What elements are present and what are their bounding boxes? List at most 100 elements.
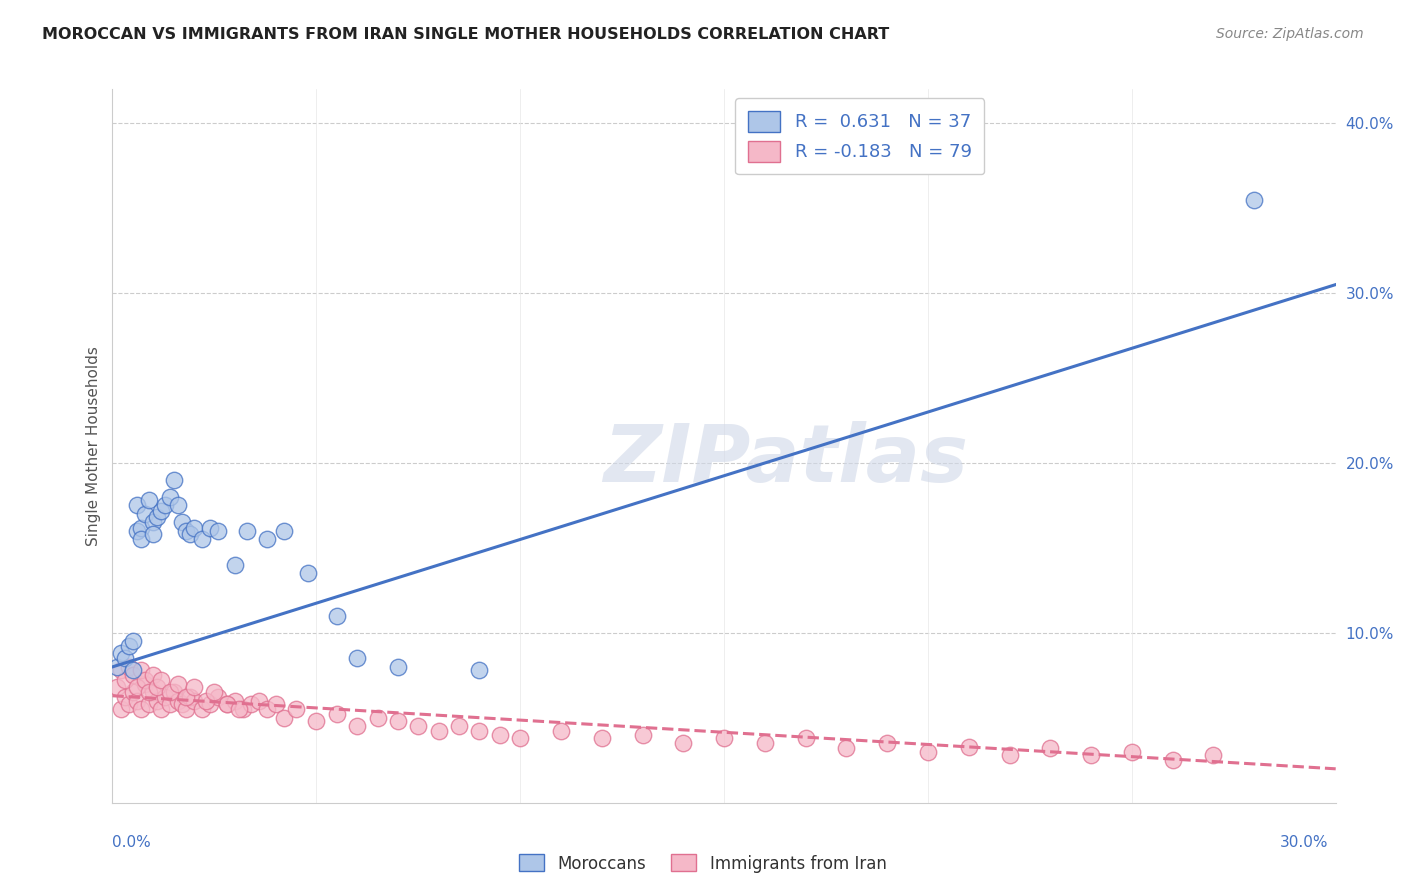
Point bbox=[754, 736, 776, 750]
Point bbox=[232, 702, 254, 716]
Point bbox=[179, 527, 201, 541]
Point bbox=[195, 694, 218, 708]
Point bbox=[163, 685, 186, 699]
Point bbox=[166, 499, 188, 513]
Point bbox=[1080, 748, 1102, 763]
Point bbox=[256, 702, 278, 716]
Point bbox=[150, 503, 173, 517]
Point bbox=[408, 719, 430, 733]
Text: MOROCCAN VS IMMIGRANTS FROM IRAN SINGLE MOTHER HOUSEHOLDS CORRELATION CHART: MOROCCAN VS IMMIGRANTS FROM IRAN SINGLE … bbox=[42, 27, 890, 42]
Point bbox=[631, 728, 654, 742]
Point bbox=[240, 698, 263, 712]
Point bbox=[346, 719, 368, 733]
Point bbox=[134, 677, 156, 691]
Point bbox=[468, 663, 491, 677]
Point bbox=[170, 698, 193, 712]
Point bbox=[284, 702, 308, 716]
Point bbox=[125, 694, 148, 708]
Point bbox=[1039, 741, 1062, 756]
Point bbox=[146, 510, 169, 524]
Point bbox=[191, 702, 214, 716]
Point bbox=[142, 668, 165, 682]
Point bbox=[114, 690, 136, 705]
Point bbox=[166, 694, 188, 708]
Point bbox=[1121, 745, 1143, 759]
Point bbox=[114, 651, 136, 665]
Point bbox=[200, 520, 222, 534]
Point bbox=[207, 690, 229, 705]
Point bbox=[142, 685, 165, 699]
Text: 0.0%: 0.0% bbox=[112, 836, 152, 850]
Point bbox=[346, 651, 368, 665]
Point bbox=[179, 690, 201, 705]
Point bbox=[183, 680, 205, 694]
Text: 30.0%: 30.0% bbox=[1281, 836, 1329, 850]
Point bbox=[138, 685, 160, 699]
Point bbox=[794, 731, 817, 746]
Point bbox=[305, 714, 328, 729]
Point bbox=[273, 524, 295, 538]
Point bbox=[591, 731, 613, 746]
Point bbox=[142, 516, 165, 530]
Point bbox=[125, 680, 148, 694]
Point bbox=[155, 690, 177, 705]
Text: Source: ZipAtlas.com: Source: ZipAtlas.com bbox=[1216, 27, 1364, 41]
Point bbox=[138, 493, 160, 508]
Point bbox=[957, 739, 980, 754]
Point bbox=[118, 660, 141, 674]
Point bbox=[134, 673, 156, 688]
Point bbox=[1243, 193, 1265, 207]
Point bbox=[150, 673, 173, 688]
Point bbox=[387, 660, 409, 674]
Point bbox=[998, 748, 1021, 763]
Point bbox=[174, 690, 197, 705]
Point bbox=[129, 520, 152, 534]
Point bbox=[163, 473, 186, 487]
Point bbox=[191, 533, 214, 547]
Point bbox=[142, 527, 165, 541]
Point bbox=[200, 698, 222, 712]
Point bbox=[159, 490, 181, 504]
Point bbox=[129, 663, 152, 677]
Point bbox=[125, 499, 148, 513]
Point bbox=[114, 673, 136, 688]
Point bbox=[122, 634, 145, 648]
Point bbox=[550, 724, 572, 739]
Point bbox=[326, 608, 349, 623]
Point bbox=[110, 663, 132, 677]
Point bbox=[118, 640, 141, 654]
Point bbox=[876, 736, 898, 750]
Point bbox=[713, 731, 735, 746]
Point bbox=[215, 698, 238, 712]
Point bbox=[326, 707, 349, 722]
Point bbox=[183, 694, 205, 708]
Point bbox=[207, 524, 229, 538]
Point bbox=[110, 702, 132, 716]
Legend: Moroccans, Immigrants from Iran: Moroccans, Immigrants from Iran bbox=[513, 847, 893, 880]
Point bbox=[835, 741, 858, 756]
Point bbox=[146, 694, 169, 708]
Point bbox=[166, 677, 188, 691]
Point bbox=[174, 702, 197, 716]
Point bbox=[118, 698, 141, 712]
Point bbox=[366, 711, 388, 725]
Point bbox=[256, 533, 278, 547]
Point bbox=[264, 698, 287, 712]
Point bbox=[1161, 753, 1184, 767]
Point bbox=[146, 680, 169, 694]
Point bbox=[917, 745, 939, 759]
Point bbox=[122, 663, 145, 677]
Point bbox=[155, 499, 177, 513]
Point bbox=[224, 694, 246, 708]
Point bbox=[427, 724, 450, 739]
Point bbox=[122, 668, 145, 682]
Point bbox=[138, 698, 160, 712]
Point bbox=[170, 516, 193, 530]
Point bbox=[247, 694, 270, 708]
Point bbox=[105, 660, 128, 674]
Point bbox=[236, 524, 259, 538]
Point bbox=[110, 646, 132, 660]
Point bbox=[122, 685, 145, 699]
Point bbox=[224, 558, 246, 572]
Point bbox=[228, 702, 250, 716]
